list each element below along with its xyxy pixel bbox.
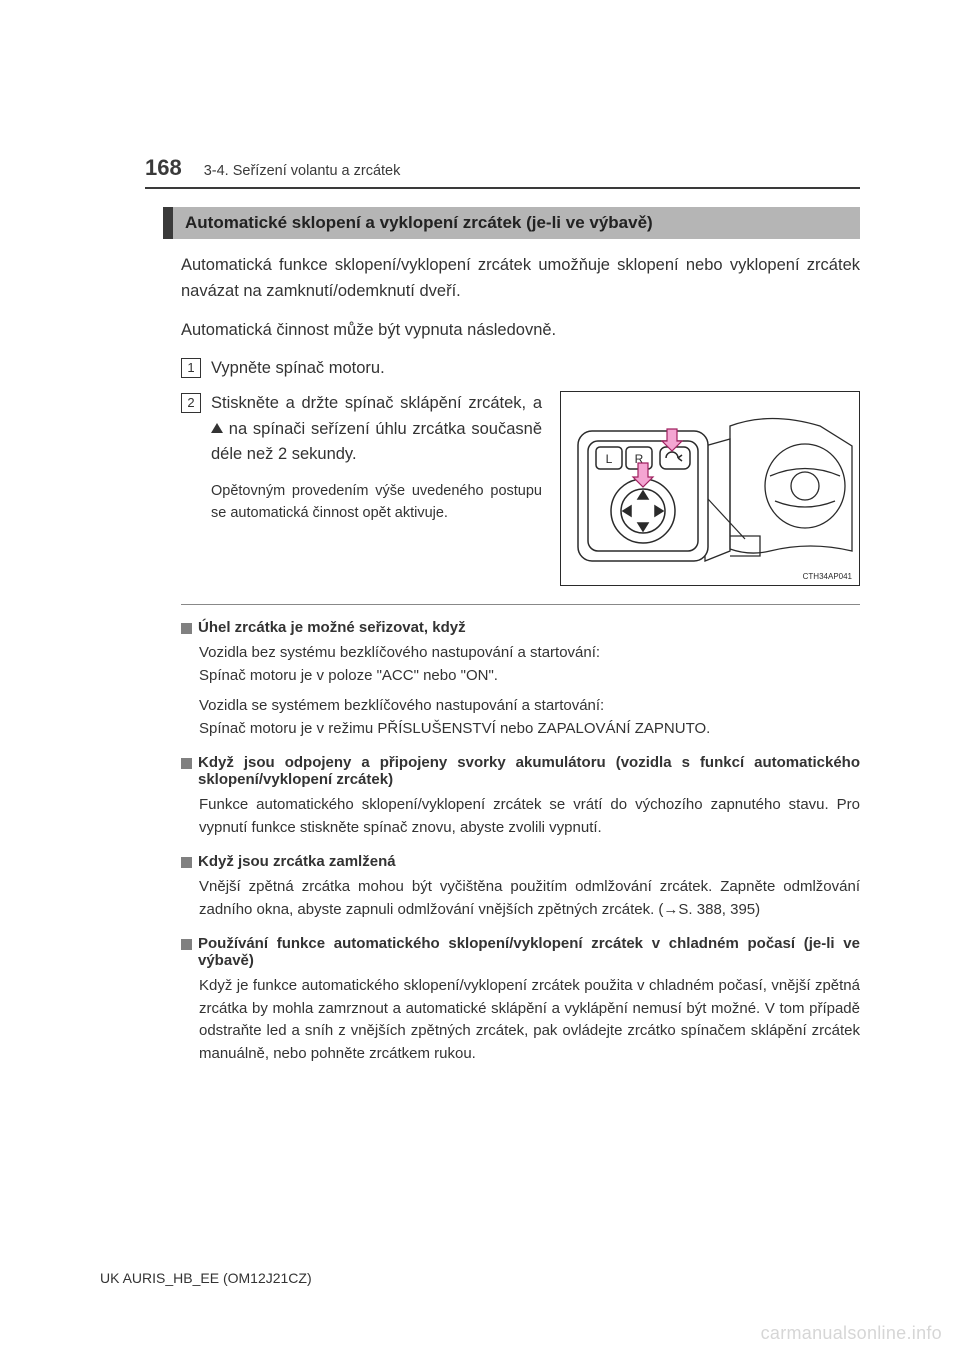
square-bullet-icon — [181, 758, 192, 769]
lead-paragraph: Automatická činnost může být vypnuta nás… — [181, 318, 860, 344]
subsection-title: Používání funkce automatického sklopení/… — [198, 935, 860, 969]
subsection-heading: Když jsou zrcátka zamlžená — [181, 853, 860, 870]
step-2-text-col: 2 Stiskněte a držte spínač sklápění zrcá… — [181, 391, 542, 586]
subsection-title: Když jsou zrcátka zamlžená — [198, 853, 860, 870]
subsection: Když jsou zrcátka zamlžená Vnější zpětná … — [181, 853, 860, 921]
step-number-box: 1 — [181, 358, 201, 378]
subsection-heading: Používání funkce automatického sklopení/… — [181, 935, 860, 969]
subsection-paragraph: Vozidla se systémem bezklíčového nastupo… — [199, 695, 860, 740]
intro-paragraph: Automatická funkce sklopení/vyklopení zr… — [181, 253, 860, 304]
figure: L R CTH34AP041 — [560, 391, 860, 586]
step-2-text-a: Stiskněte a držte spínač sklápění zrcáte… — [211, 394, 542, 412]
figure-code: CTH34AP041 — [803, 572, 853, 581]
step-text: Vypněte spínač motoru. — [211, 356, 385, 382]
subsections: Úhel zrcátka je možné seřizovat, když Voz… — [145, 619, 860, 1065]
subsection: Úhel zrcátka je možné seřizovat, když Voz… — [181, 619, 860, 740]
subsection: Když jsou odpojeny a připojeny svorky ak… — [181, 754, 860, 839]
steps: 1 Vypněte spínač motoru. 2 Stiskněte a d… — [181, 356, 860, 587]
step-2: 2 Stiskněte a držte spínač sklápění zrcá… — [181, 391, 860, 586]
section-heading: Automatické sklopení a vyklopení zrcátek… — [163, 207, 860, 239]
sub-rule — [181, 604, 860, 605]
watermark: carmanualsonline.info — [761, 1323, 942, 1344]
subsection-paragraph: Když je funkce automatického sklopení/vy… — [199, 975, 860, 1065]
square-bullet-icon — [181, 857, 192, 868]
subsection-title: Když jsou odpojeny a připojeny svorky ak… — [198, 754, 860, 788]
subsection-heading: Úhel zrcátka je možné seřizovat, když — [181, 619, 860, 636]
page-header: 168 3-4. Seřízení volantu a zrcátek — [145, 155, 860, 181]
breadcrumb: 3-4. Seřízení volantu a zrcátek — [204, 163, 401, 179]
subsection-paragraph: Vnější zpětná zrcátka mohou být vyčištěn… — [199, 876, 860, 921]
subsection: Používání funkce automatického sklopení/… — [181, 935, 860, 1065]
mirror-switch-diagram: L R CTH34AP041 — [560, 391, 860, 586]
page-number: 168 — [145, 155, 182, 181]
manual-page: 168 3-4. Seřízení volantu a zrcátek Auto… — [0, 0, 960, 1358]
step-1: 1 Vypněte spínač motoru. — [181, 356, 860, 382]
up-triangle-icon — [211, 423, 223, 433]
subsection-paragraph: Vozidla bez systému bezklíčového nastupo… — [199, 642, 860, 687]
subsection-title: Úhel zrcátka je možné seřizovat, když — [198, 619, 860, 636]
subsection-paragraph: Funkce automatického sklopení/vyklopení … — [199, 794, 860, 839]
footer-code: UK AURIS_HB_EE (OM12J21CZ) — [100, 1270, 312, 1286]
step-number-box: 2 — [181, 393, 201, 413]
header-rule — [145, 187, 860, 189]
step-2-text-b: na spínači seřízení úhlu zrcátka současn… — [211, 420, 542, 464]
square-bullet-icon — [181, 623, 192, 634]
subsection-heading: Když jsou odpojeny a připojeny svorky ak… — [181, 754, 860, 788]
square-bullet-icon — [181, 939, 192, 950]
step-2-note: Opětovným provedením výše uvedeného post… — [211, 480, 542, 525]
step-text: Stiskněte a držte spínač sklápění zrcáte… — [211, 391, 542, 468]
label-L: L — [606, 452, 613, 466]
